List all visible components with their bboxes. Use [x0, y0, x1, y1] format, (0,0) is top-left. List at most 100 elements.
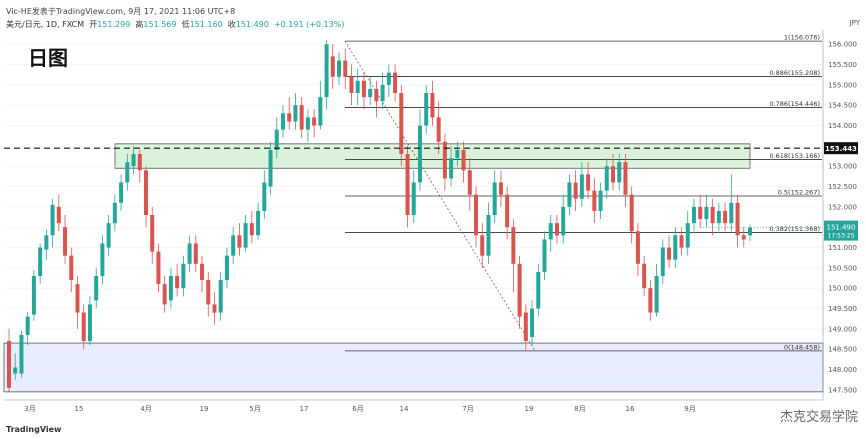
- candle-body: [13, 367, 18, 374]
- last-price-tag: [824, 220, 858, 241]
- candle-body: [417, 125, 422, 183]
- fib-level-label: 1(156.076): [784, 34, 820, 42]
- candle-body: [50, 204, 55, 236]
- y-tick-label: 147.500: [828, 386, 857, 394]
- x-tick-label: 19: [525, 405, 534, 413]
- candle-body: [44, 235, 49, 250]
- candle-body: [561, 206, 566, 236]
- candle-body: [368, 88, 373, 98]
- candle-body: [181, 263, 186, 289]
- key-level-price-label: 153.443: [825, 145, 857, 153]
- candle-body: [243, 223, 248, 248]
- candle-body: [168, 275, 173, 301]
- candle-body: [492, 182, 497, 215]
- candle-body: [262, 182, 267, 211]
- candle-body: [7, 341, 11, 388]
- fib-level-label: 0.786(154.446): [769, 100, 820, 108]
- y-tick-label: 151.000: [828, 244, 857, 252]
- candle-body: [723, 210, 728, 224]
- low-value: 151.160: [189, 20, 223, 29]
- candle-body: [106, 223, 111, 248]
- y-tick-label: 154.000: [828, 122, 857, 130]
- candle-body: [573, 182, 578, 199]
- candle-body: [741, 235, 746, 240]
- candle-body: [380, 84, 385, 102]
- candle-body: [679, 235, 684, 248]
- candle-body: [660, 247, 665, 276]
- candle-body: [175, 275, 180, 289]
- key-level-price-tag: [824, 142, 858, 155]
- candle-body: [131, 154, 136, 167]
- candle-body: [698, 206, 703, 220]
- candle-body: [480, 235, 485, 256]
- candle-body: [386, 72, 391, 85]
- candle-body: [293, 105, 298, 122]
- candle-body: [611, 166, 616, 183]
- y-tick-label: 148.500: [828, 346, 857, 354]
- x-tick-label: 16: [626, 405, 635, 413]
- candle-body: [287, 113, 292, 122]
- candle-body: [75, 284, 80, 313]
- candle-body: [150, 215, 155, 252]
- x-tick-label: 7月: [462, 405, 473, 413]
- y-tick-label: 156.000: [828, 41, 857, 49]
- candle-body: [337, 60, 342, 77]
- candle-body: [81, 312, 86, 342]
- brand-watermark: 杰克交易学院: [779, 410, 858, 425]
- candle-body: [511, 227, 516, 264]
- candle-body: [530, 308, 535, 337]
- candle-body: [498, 182, 503, 195]
- candle-body: [119, 182, 124, 203]
- candle-body: [486, 215, 491, 256]
- y-tick-label: 149.500: [828, 305, 857, 313]
- tradingview-logo[interactable]: TradingView: [6, 425, 62, 434]
- candle-body: [137, 154, 142, 171]
- chart-header: Vic-HE发表于TradingView.com, 9月 17, 2021 11…: [0, 0, 866, 30]
- open-label: 开: [89, 20, 98, 29]
- candle-body: [56, 206, 61, 224]
- candle-body: [517, 263, 522, 317]
- x-tick-label: 15: [75, 405, 84, 413]
- candle-body: [399, 93, 404, 155]
- candle-body: [579, 174, 584, 199]
- candle-body: [629, 194, 634, 232]
- x-tick-label: 8月: [574, 405, 585, 413]
- candle-body: [455, 149, 460, 159]
- close-value: 151.490: [235, 20, 269, 29]
- candle-body: [523, 312, 528, 342]
- candle-body: [31, 275, 36, 315]
- fib-level-label: 0.618(153.166): [769, 152, 820, 160]
- x-tick-label: 19: [200, 405, 209, 413]
- candle-body: [224, 255, 229, 281]
- last-price-label: 151.490: [827, 224, 856, 232]
- candle-body: [449, 158, 454, 179]
- candle-body: [162, 284, 167, 305]
- x-tick-label: 17: [300, 405, 309, 413]
- y-tick-label: 150.000: [828, 285, 857, 293]
- x-tick-label: 5月: [249, 405, 260, 413]
- candle-body: [187, 243, 192, 264]
- candle-body: [567, 182, 572, 207]
- candle-body: [405, 154, 410, 215]
- candle-body: [299, 105, 304, 130]
- x-tick-label: 14: [400, 405, 409, 413]
- y-tick-label: 150.500: [828, 264, 857, 272]
- symbol-name[interactable]: 美元/日元, 1D, FXCM: [6, 20, 85, 29]
- candle-body: [212, 304, 217, 313]
- candle-body: [673, 235, 678, 260]
- candle-body: [374, 88, 379, 102]
- candle-body: [349, 76, 354, 94]
- candle-body: [598, 190, 603, 211]
- candle-body: [461, 149, 466, 171]
- candle-body: [623, 162, 628, 195]
- candle-body: [94, 275, 99, 301]
- candle-body: [318, 97, 323, 126]
- chart-footer: TradingView 杰克交易学院: [0, 410, 866, 439]
- candle-body: [685, 223, 690, 248]
- candle-body: [442, 141, 447, 179]
- candle-body: [554, 223, 559, 236]
- x-tick-label: 4月: [140, 405, 151, 413]
- candle-body: [206, 280, 211, 305]
- candle-body: [729, 202, 734, 224]
